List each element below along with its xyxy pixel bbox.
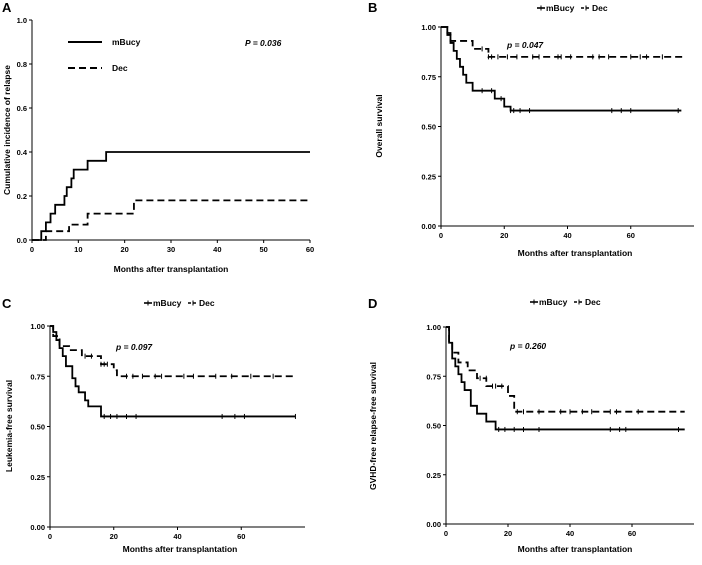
- y-tick-label: 0.00: [421, 222, 436, 231]
- x-tick-label: 20: [504, 529, 512, 538]
- y-tick-label: 0.25: [30, 473, 45, 482]
- y-tick-label: 0.6: [17, 104, 27, 113]
- panel-a: A 0 10 20 30 40 50 60 0.0 0.2 0.4 0.6 0.8 1.0 Months a…: [2, 0, 314, 274]
- y-tick-label: 1.0: [17, 16, 27, 25]
- x-tick-label: 60: [237, 532, 245, 541]
- x-tick-label: 0: [444, 529, 448, 538]
- panel-c: C 0 20 40 60 0.00 0.25 0.50 0.75 1.00 Months after…: [2, 296, 305, 554]
- y-tick-label: 0.50: [30, 423, 45, 432]
- x-axis-label: Months after transplantation: [518, 248, 633, 258]
- y-tick-label: 0.75: [421, 73, 436, 82]
- y-axis-label: Leukemia-free survival: [4, 380, 14, 472]
- x-tick-label: 40: [213, 245, 221, 254]
- p-value-annotation: p = 0.260: [509, 341, 546, 351]
- y-tick-label: 0.75: [426, 372, 441, 381]
- panel-letter: D: [368, 296, 377, 311]
- y-axis-label: Cumulative incidence of relapse: [2, 65, 12, 195]
- x-tick-label: 20: [500, 231, 508, 240]
- panel-d: D 0 20 40 60 0.00 0.25 0.50 0.75 1.00 Months after…: [368, 296, 694, 554]
- y-tick-label: 0.25: [421, 172, 436, 181]
- panel-letter: B: [368, 0, 377, 15]
- x-tick-label: 60: [627, 231, 635, 240]
- legend-mbucy-label: mBucy: [112, 37, 141, 47]
- series-dec-line: [50, 325, 296, 378]
- p-value-annotation: P = 0.036: [245, 38, 282, 48]
- y-tick-label: 1.00: [30, 322, 45, 331]
- legend-mbucy-label: mBucy: [546, 3, 575, 13]
- x-tick-label: 60: [628, 529, 636, 538]
- y-tick-label: 1.00: [421, 23, 436, 32]
- legend-mbucy-label: mBucy: [539, 297, 568, 307]
- p-value-annotation: p = 0.097: [115, 342, 153, 352]
- y-tick-label: 1.00: [426, 323, 441, 332]
- legend-dec-label: Dec: [592, 3, 608, 13]
- x-axis-label: Months after transplantation: [518, 544, 633, 554]
- series-dec-line: [441, 26, 685, 58]
- series-dec-line: [446, 326, 685, 413]
- x-tick-label: 0: [48, 532, 52, 541]
- series-mbucy-line: [446, 326, 685, 431]
- y-tick-label: 0.2: [17, 192, 27, 201]
- series-dec-line: [32, 199, 310, 241]
- y-tick-label: 0.00: [426, 520, 441, 529]
- series-mbucy-line: [32, 151, 310, 241]
- panel-b: B 0 20 40 60 0.00 0.25 0.50 0.75 1.00 Months after…: [368, 0, 694, 258]
- x-tick-label: 50: [259, 245, 267, 254]
- legend-dec-label: Dec: [112, 63, 128, 73]
- x-tick-label: 40: [563, 231, 571, 240]
- y-tick-label: 0.8: [17, 60, 27, 69]
- x-tick-label: 0: [30, 245, 34, 254]
- x-tick-label: 10: [74, 245, 82, 254]
- legend-mbucy-label: mBucy: [153, 298, 182, 308]
- legend-dec-label: Dec: [585, 297, 601, 307]
- x-tick-label: 20: [110, 532, 118, 541]
- x-tick-label: 0: [439, 231, 443, 240]
- y-tick-label: 0.50: [421, 123, 436, 132]
- y-tick-label: 0.75: [30, 372, 45, 381]
- x-tick-label: 20: [120, 245, 128, 254]
- y-tick-label: 0.0: [17, 236, 27, 245]
- y-tick-label: 0.25: [426, 471, 441, 480]
- x-axis-label: Months after transplantation: [123, 544, 238, 554]
- y-tick-label: 0.00: [30, 523, 45, 532]
- x-tick-label: 30: [167, 245, 175, 254]
- y-tick-label: 0.50: [426, 422, 441, 431]
- x-tick-label: 40: [173, 532, 181, 541]
- panel-letter: A: [2, 0, 12, 15]
- y-axis-label: Overall survival: [374, 94, 384, 157]
- p-value-annotation: p = 0.047: [506, 40, 544, 50]
- y-axis-label: GVHD-free relapse-free survival: [368, 362, 378, 490]
- series-mbucy-line: [441, 26, 682, 112]
- y-tick-label: 0.4: [17, 148, 28, 157]
- x-axis-label: Months after transplantation: [114, 264, 229, 274]
- series-mbucy-line: [50, 325, 296, 418]
- x-tick-label: 60: [306, 245, 314, 254]
- legend-dec-label: Dec: [199, 298, 215, 308]
- panel-letter: C: [2, 296, 12, 311]
- x-tick-label: 40: [566, 529, 574, 538]
